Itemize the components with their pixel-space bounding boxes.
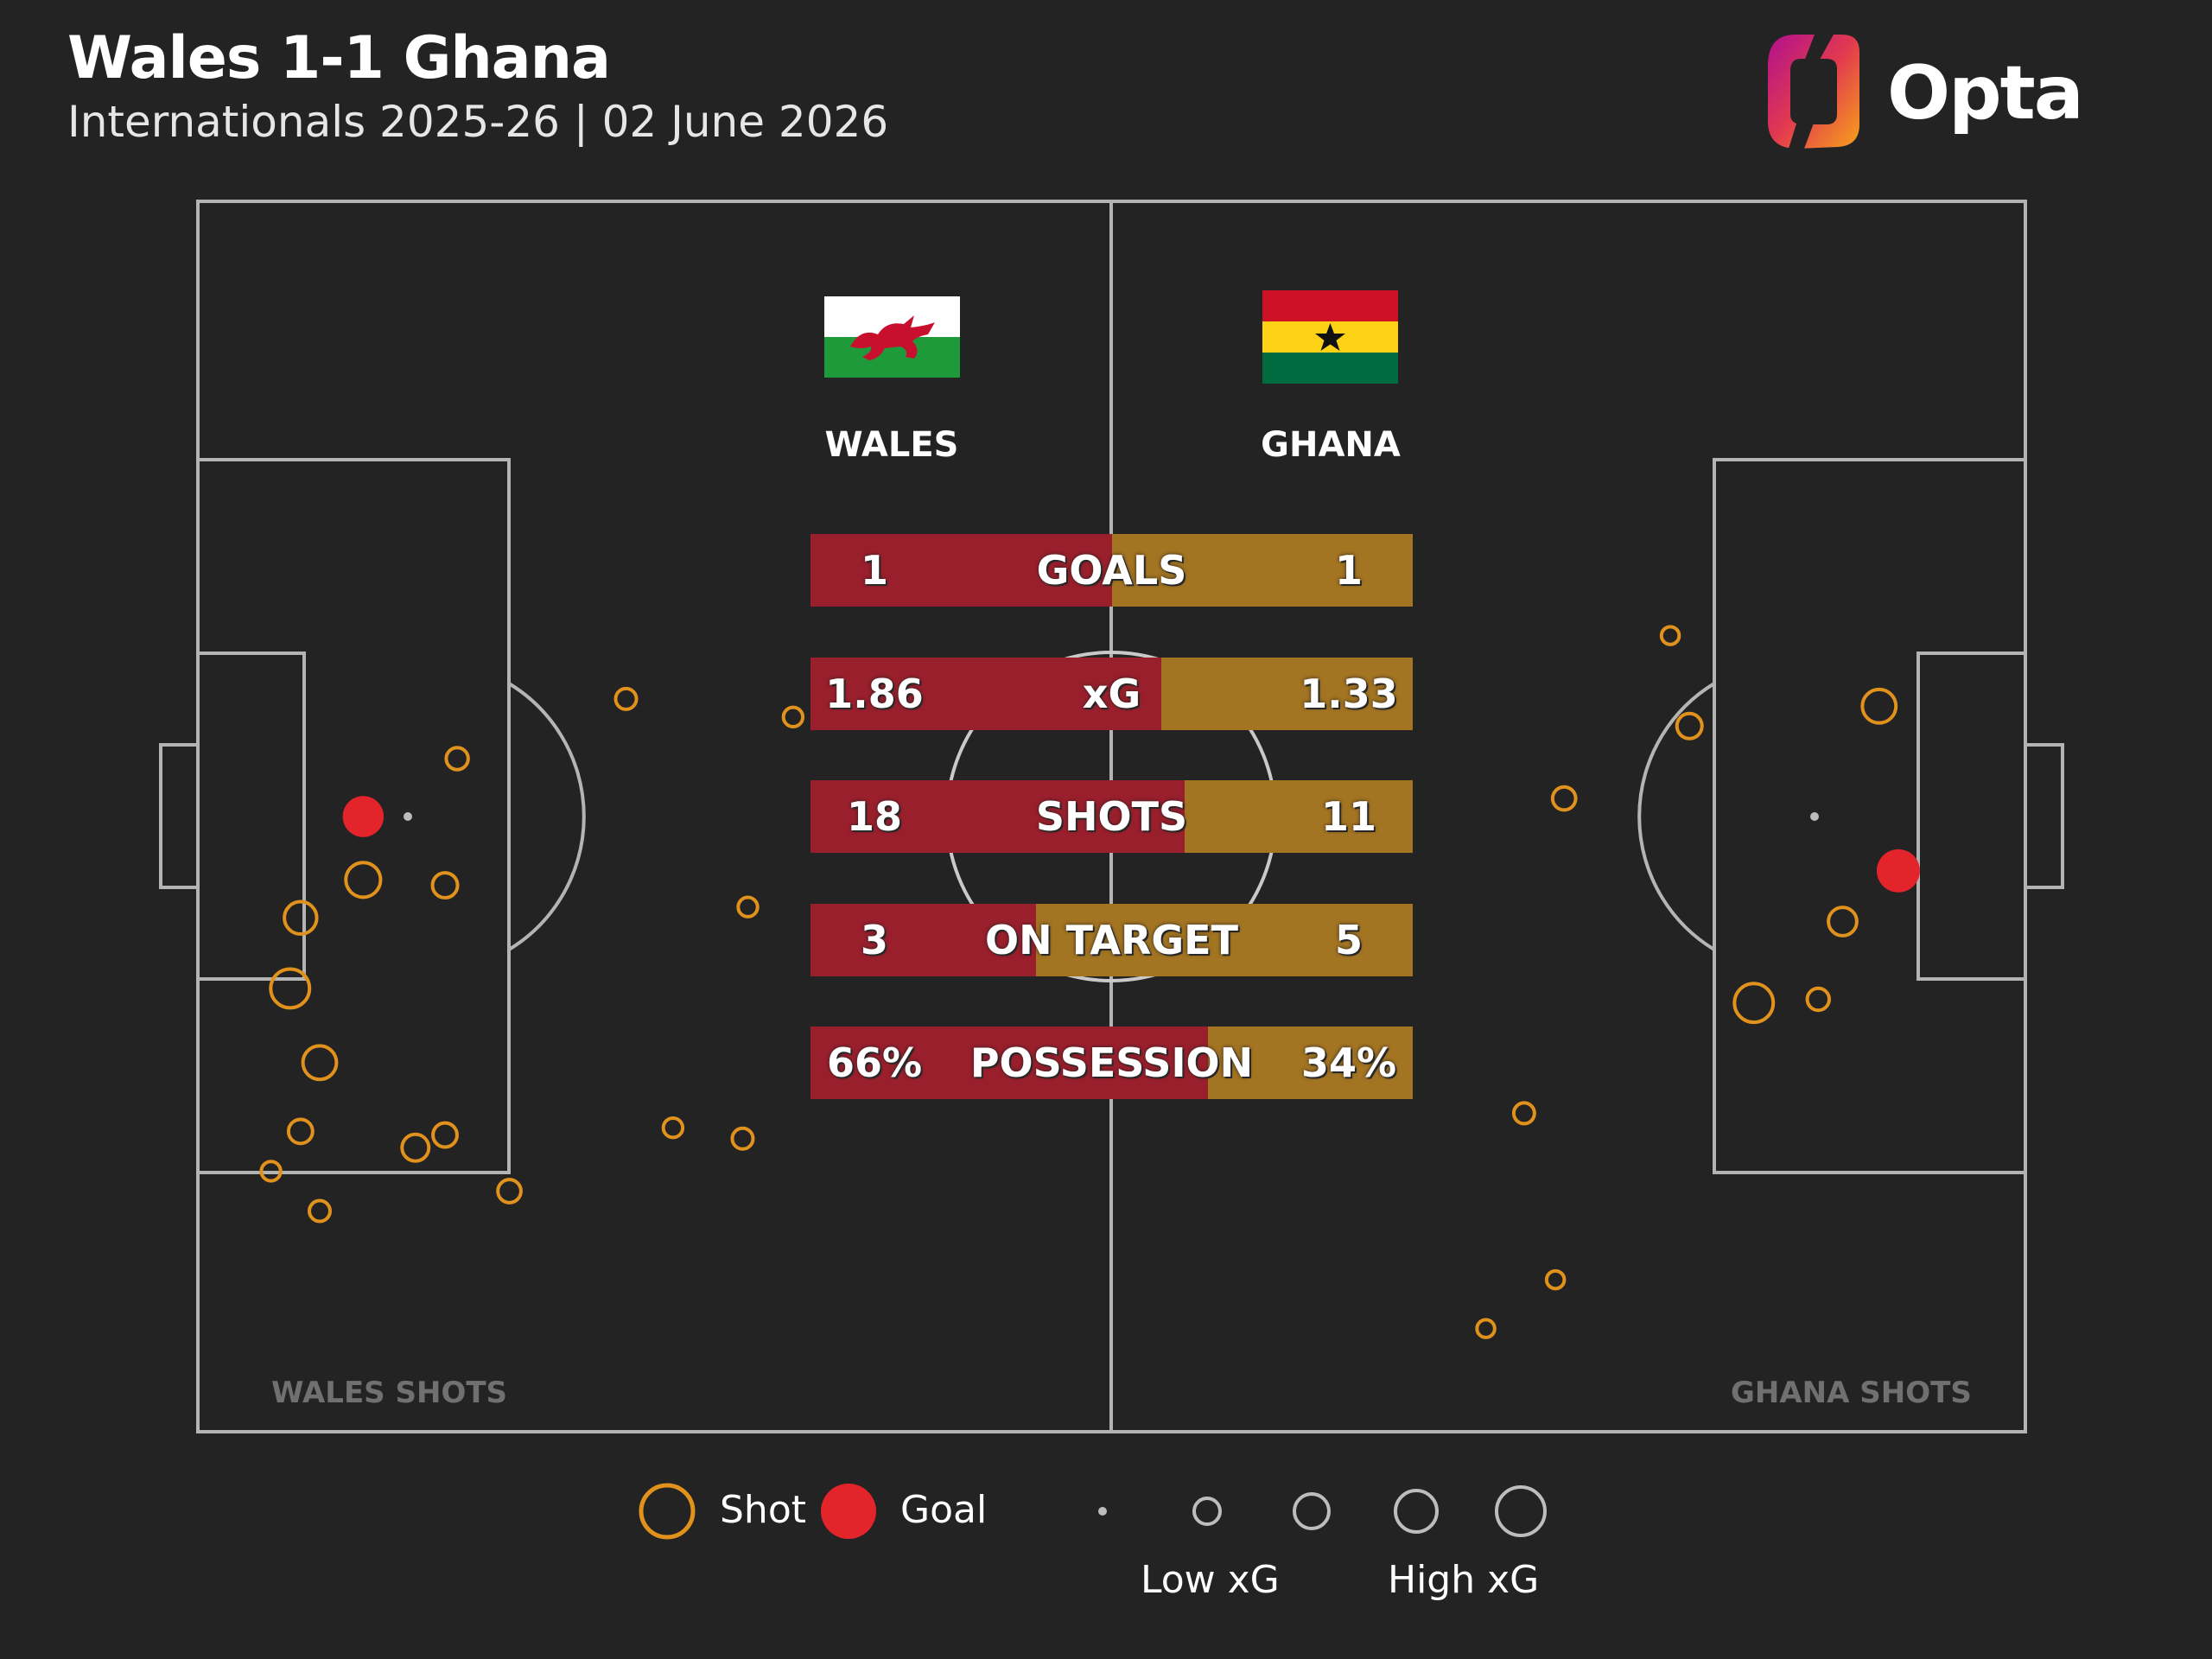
wales-shot-point-14 — [613, 686, 639, 711]
home-stat-value: 3 — [860, 917, 888, 963]
ghana-goal-point — [1876, 849, 1920, 893]
stat-row-on-target: 3 ON TARGET 5 — [810, 904, 1413, 976]
ghana-shot-point-2 — [1860, 687, 1898, 725]
legend-xg-size-5 — [1495, 1485, 1547, 1537]
right-six-yard-box — [1916, 652, 2027, 981]
legend-goal-label: Goal — [900, 1488, 988, 1532]
away-stat-bar — [1111, 534, 1413, 607]
stat-row-possession: 66% POSSESSION 34% — [810, 1027, 1413, 1099]
wales-shot-point-7 — [301, 1044, 339, 1082]
wales-shot-point-11 — [400, 1132, 431, 1163]
wales-goal-point — [342, 796, 385, 837]
wales-shot-point-12 — [431, 1121, 459, 1149]
away-stat-bar — [1161, 658, 1413, 730]
ghana-shot-point-4 — [1659, 625, 1681, 646]
wales-shot-point-10 — [308, 1198, 332, 1224]
wales-shot-point-13 — [496, 1178, 523, 1205]
wales-shot-point-2 — [344, 861, 383, 899]
right-penalty-spot — [1810, 812, 1819, 821]
away-stat-value: 1.33 — [1300, 671, 1398, 717]
home-stat-value: 66% — [826, 1039, 923, 1086]
away-stat-bar — [1208, 1027, 1413, 1099]
ghana-flag-icon — [1262, 290, 1398, 384]
wales-shot-point-17 — [661, 1116, 685, 1140]
away-shots-label: GHANA SHOTS — [1731, 1376, 1972, 1410]
page-subtitle: Internationals 2025-26 | 02 June 2026 — [67, 97, 889, 147]
stat-row-goals: 1 GOALS 1 — [810, 534, 1413, 607]
wales-shot-point-4 — [283, 899, 319, 936]
legend-xg-size-2 — [1192, 1497, 1222, 1526]
wales-flag-icon — [824, 296, 960, 378]
wales-shots-layer — [259, 686, 805, 1224]
ghana-shot-point-6 — [1550, 785, 1578, 812]
stat-category-label: xG — [1082, 671, 1141, 717]
away-team-name: GHANA — [1261, 425, 1401, 465]
wales-shot-point-15 — [781, 705, 805, 729]
away-stat-value: 11 — [1320, 793, 1376, 840]
away-stat-bar — [1184, 780, 1413, 853]
left-penalty-arc — [507, 682, 586, 951]
ghana-shot-point-7 — [1732, 982, 1776, 1025]
ghana-shot-point-5 — [1675, 711, 1704, 741]
stat-category-label: GOALS — [1036, 547, 1187, 594]
left-goal — [159, 743, 200, 889]
legend-shot-marker — [639, 1483, 696, 1540]
right-penalty-arc — [1637, 682, 1716, 951]
opta-wordmark: Opta — [1887, 50, 2084, 137]
opta-logo-icon — [1768, 35, 1859, 149]
wales-shot-point-18 — [730, 1126, 755, 1151]
wales-shot-point-16 — [736, 895, 760, 918]
legend-xg-size-3 — [1293, 1492, 1331, 1530]
left-penalty-spot — [404, 812, 412, 821]
ghana-shot-point-3 — [1827, 906, 1859, 938]
legend-low-xg-label: Low xG — [1141, 1558, 1280, 1602]
home-stat-value: 18 — [846, 793, 902, 840]
stat-category-label: SHOTS — [1035, 793, 1188, 840]
right-penalty-box — [1713, 458, 2027, 1174]
away-stat-value: 5 — [1334, 917, 1363, 963]
home-stat-value: 1 — [860, 547, 888, 594]
home-shots-label: WALES SHOTS — [271, 1376, 508, 1410]
wales-shot-point-9 — [259, 1160, 283, 1183]
ghana-shot-point-11 — [1475, 1318, 1497, 1339]
stat-category-label: ON TARGET — [984, 917, 1238, 963]
ghana-shots-layer — [1475, 625, 1920, 1339]
home-stat-bar — [810, 780, 1185, 853]
wales-shot-point-5 — [444, 746, 470, 772]
wales-shot-point-6 — [269, 967, 312, 1010]
ghana-shot-point-9 — [1511, 1101, 1536, 1126]
home-stat-bar — [810, 534, 1112, 607]
legend-xg-size-4 — [1394, 1489, 1439, 1534]
legend-xg-size-1 — [1098, 1507, 1107, 1516]
legend-shot-label: Shot — [720, 1488, 806, 1532]
legend-high-xg-label: High xG — [1388, 1558, 1540, 1602]
ghana-shot-point-8 — [1805, 986, 1832, 1013]
home-stat-bar — [810, 904, 1037, 976]
right-goal — [2024, 743, 2064, 889]
wales-shot-point-3 — [430, 871, 460, 900]
away-stat-value: 34% — [1300, 1039, 1397, 1086]
stat-category-label: POSSESSION — [969, 1039, 1254, 1086]
pitch-markings — [159, 200, 2064, 1433]
page-title: Wales 1-1 Ghana — [67, 24, 611, 92]
ghana-shot-point-10 — [1544, 1268, 1567, 1291]
stat-row-shots: 18 SHOTS 11 — [810, 780, 1413, 853]
away-stat-bar — [1036, 904, 1413, 976]
home-stat-bar — [810, 658, 1162, 730]
away-stat-value: 1 — [1334, 547, 1363, 594]
home-team-name: WALES — [824, 425, 959, 465]
legend-goal-marker — [821, 1484, 876, 1539]
wales-shot-point-8 — [286, 1117, 315, 1146]
home-stat-bar — [810, 1027, 1209, 1099]
home-stat-value: 1.86 — [825, 671, 924, 717]
stat-row-xg: 1.86 xG 1.33 — [810, 658, 1413, 730]
